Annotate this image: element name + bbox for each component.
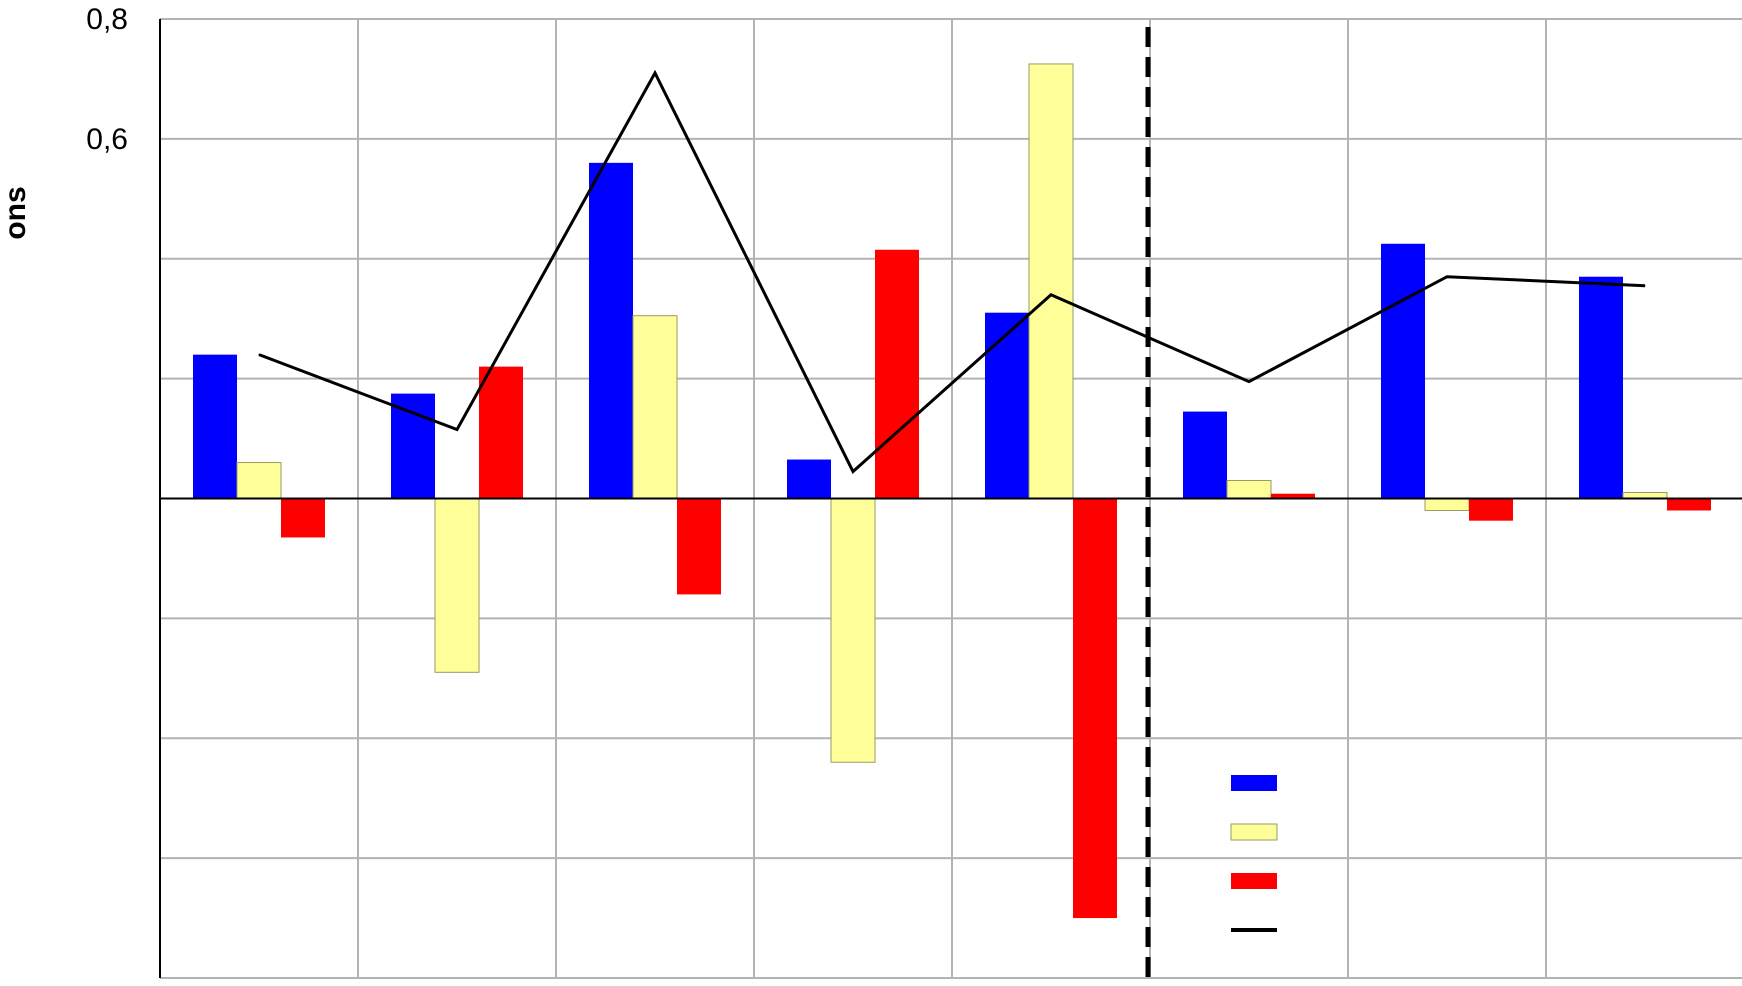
line-series-1 [258,69,1646,474]
bar-series2-group2 [434,498,480,673]
bar-series1-group4 [787,459,831,499]
line-point-3 [654,72,656,74]
bar-series1-group6 [1183,411,1227,499]
line-point-4 [852,471,854,473]
bars [193,63,1711,919]
bar-series3-group4 [875,249,919,499]
bar-series3-group3 [677,498,721,595]
bar-series2-group3 [632,315,678,499]
line-point-1 [258,354,260,356]
bar-series3-group7 [1469,498,1513,521]
line-point-6 [1248,381,1250,383]
y-tick-label: 0,6 [86,123,128,156]
line-point-5 [1050,294,1052,296]
legend-swatch-series1 [1231,775,1277,791]
bar-series3-group1 [281,498,325,538]
line-point-8 [1644,285,1646,287]
bar-series1-group1 [193,354,237,499]
bar-series2-group6 [1226,480,1272,499]
legend [1230,775,1278,932]
bar-series3-group8 [1667,498,1711,511]
bar-series3-group2 [479,366,523,499]
line-point-7 [1446,276,1448,278]
bar-series1-group2 [391,393,435,499]
y-tick-label: 0,8 [86,3,128,36]
legend-swatch-series3 [1231,873,1277,889]
bar-series1-group5 [985,312,1029,499]
bar-series2-group4 [830,498,876,763]
axes [159,19,1742,986]
legend-swatch-series2 [1230,823,1278,841]
bar-series1-group7 [1381,243,1425,499]
bar-series1-group3 [589,162,633,499]
bar-series2-group1 [236,462,282,500]
bar-series2-group5 [1028,63,1074,499]
tick-labels: 0,8 0,6 [86,3,128,156]
bar-series2-group7 [1424,498,1470,511]
line-point-2 [456,429,458,431]
bar-series1-group8 [1579,276,1623,499]
bar-series3-group6 [1271,493,1315,499]
y-axis-label: ons [0,186,32,239]
line-series [258,69,1646,474]
bar-series3-group5 [1073,498,1117,919]
